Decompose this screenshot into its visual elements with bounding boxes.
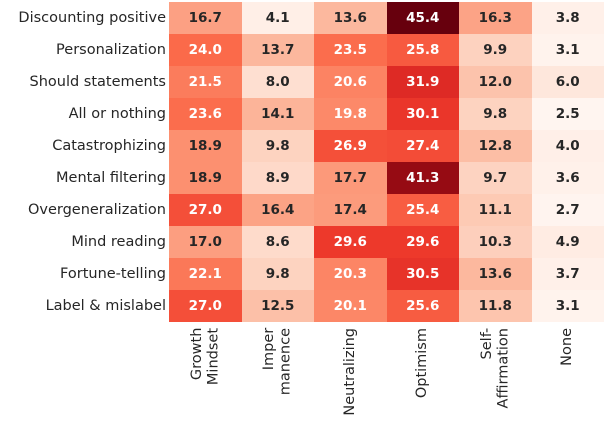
- heatmap-cell: 13.7: [241, 34, 314, 66]
- heatmap-cell: 9.8: [459, 98, 532, 130]
- heatmap-cell: 29.6: [386, 226, 459, 258]
- heatmap-cell: 3.8: [531, 2, 604, 34]
- row-label: Label & mislabel: [45, 298, 166, 314]
- heatmap-cell: 2.5: [531, 98, 604, 130]
- col-label-slot: Self- Affirmation: [459, 328, 532, 422]
- heatmap-cell: 30.1: [386, 98, 459, 130]
- heatmap-cell: 3.7: [531, 258, 604, 290]
- heatmap-cell: 21.5: [169, 66, 242, 98]
- heatmap-cell: 9.9: [459, 34, 532, 66]
- heatmap-cell: 23.6: [169, 98, 242, 130]
- heatmap-grid: 16.7 4.1 13.6 45.4 16.3 3.8 24.0 13.7 23.5 25.8 9.…: [169, 2, 604, 322]
- heatmap-cell: 4.1: [241, 2, 314, 34]
- col-label: Imper manence: [261, 328, 294, 396]
- heatmap-cell: 11.8: [459, 290, 532, 322]
- heatmap-cell: 8.6: [241, 226, 314, 258]
- heatmap-cell: 41.3: [386, 162, 459, 194]
- col-label-slot: Growth Mindset: [169, 328, 242, 422]
- heatmap-cell: 16.7: [169, 2, 242, 34]
- heatmap-cell: 18.9: [169, 130, 242, 162]
- heatmap-cell: 12.0: [459, 66, 532, 98]
- heatmap-cell: 12.5: [241, 290, 314, 322]
- heatmap-cell: 20.3: [314, 258, 387, 290]
- heatmap-cell: 10.3: [459, 226, 532, 258]
- heatmap-cell: 45.4: [386, 2, 459, 34]
- heatmap-cell: 12.8: [459, 130, 532, 162]
- col-label-slot: Optimism: [387, 328, 460, 422]
- heatmap-cell: 17.7: [314, 162, 387, 194]
- heatmap-cell: 6.0: [531, 66, 604, 98]
- heatmap-cell: 16.3: [459, 2, 532, 34]
- col-labels: Growth Mindset Imper manence Neutralizing O…: [169, 328, 604, 422]
- heatmap-cell: 17.0: [169, 226, 242, 258]
- heatmap-cell: 18.9: [169, 162, 242, 194]
- heatmap-cell: 9.8: [241, 258, 314, 290]
- heatmap-cell: 30.5: [386, 258, 459, 290]
- heatmap-cell: 20.6: [314, 66, 387, 98]
- row-label: Should statements: [29, 74, 166, 90]
- heatmap-cell: 22.1: [169, 258, 242, 290]
- col-label-slot: Neutralizing: [314, 328, 387, 422]
- row-label: Mind reading: [71, 234, 166, 250]
- heatmap-cell: 3.6: [531, 162, 604, 194]
- heatmap-cell: 17.4: [314, 194, 387, 226]
- heatmap-cell: 27.0: [169, 290, 242, 322]
- col-label: None: [559, 328, 576, 366]
- heatmap-cell: 31.9: [386, 66, 459, 98]
- heatmap-cell: 27.4: [386, 130, 459, 162]
- heatmap-cell: 19.8: [314, 98, 387, 130]
- heatmap-cell: 2.7: [531, 194, 604, 226]
- row-label: Personalization: [56, 42, 166, 58]
- heatmap-cell: 3.1: [531, 34, 604, 66]
- col-label: Self- Affirmation: [478, 328, 512, 409]
- col-label-slot: Imper manence: [242, 328, 315, 422]
- heatmap-cell: 9.8: [241, 130, 314, 162]
- row-label: Catastrophizing: [52, 138, 166, 154]
- heatmap-cell: 24.0: [169, 34, 242, 66]
- heatmap-cell: 4.0: [531, 130, 604, 162]
- row-label: All or nothing: [68, 106, 166, 122]
- heatmap-cell: 20.1: [314, 290, 387, 322]
- heatmap-cell: 23.5: [314, 34, 387, 66]
- heatmap-cell: 3.1: [531, 290, 604, 322]
- row-label: Fortune-telling: [60, 266, 166, 282]
- row-label: Discounting positive: [18, 10, 166, 26]
- row-labels: Discounting positive Personalization Shoul…: [0, 2, 166, 322]
- heatmap-cell: 14.1: [241, 98, 314, 130]
- heatmap-cell: 25.6: [386, 290, 459, 322]
- heatmap-cell: 29.6: [314, 226, 387, 258]
- heatmap-cell: 8.9: [241, 162, 314, 194]
- col-label: Optimism: [414, 328, 431, 399]
- heatmap-cell: 9.7: [459, 162, 532, 194]
- row-label: Mental filtering: [56, 170, 166, 186]
- heatmap-cell: 25.4: [386, 194, 459, 226]
- heatmap-cell: 13.6: [314, 2, 387, 34]
- heatmap-cell: 13.6: [459, 258, 532, 290]
- col-label: Growth Mindset: [188, 328, 222, 386]
- col-label: Neutralizing: [341, 328, 358, 416]
- heatmap-cell: 8.0: [241, 66, 314, 98]
- col-label-slot: None: [532, 328, 604, 422]
- heatmap-cell: 26.9: [314, 130, 387, 162]
- heatmap-cell: 16.4: [241, 194, 314, 226]
- heatmap-cell: 11.1: [459, 194, 532, 226]
- heatmap-cell: 27.0: [169, 194, 242, 226]
- heatmap-cell: 4.9: [531, 226, 604, 258]
- heatmap-cell: 25.8: [386, 34, 459, 66]
- row-label: Overgeneralization: [27, 202, 166, 218]
